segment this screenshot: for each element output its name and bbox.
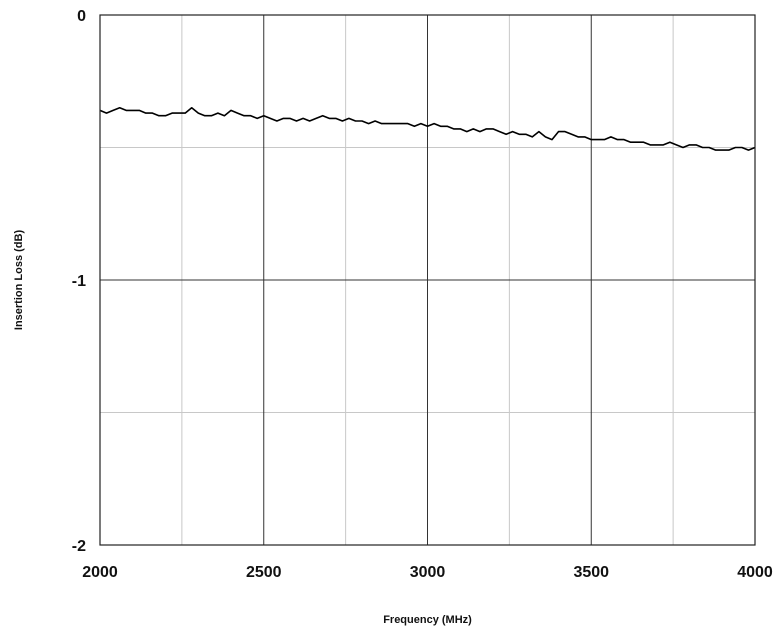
tick-labels: 2000 2500 3000 3500 4000 0 -1 -2 [72,8,773,581]
x-tick-label: 3000 [410,564,446,581]
x-tick-label: 4000 [737,564,773,581]
insertion-loss-series-line [99,107,756,151]
x-tick-label: 2500 [246,564,282,581]
x-tick-label: 2000 [82,564,118,581]
y-tick-label: -1 [72,273,86,290]
grid [99,14,756,546]
y-tick-label: -2 [72,538,86,555]
y-axis-label: Insertion Loss (dB) [13,230,25,331]
plot-border [99,14,756,546]
x-tick-label: 3500 [573,564,609,581]
series-layer [99,107,756,151]
plot-frame [99,14,756,546]
y-tick-label: 0 [77,8,86,25]
x-axis-label: Frequency (MHz) [383,614,472,626]
